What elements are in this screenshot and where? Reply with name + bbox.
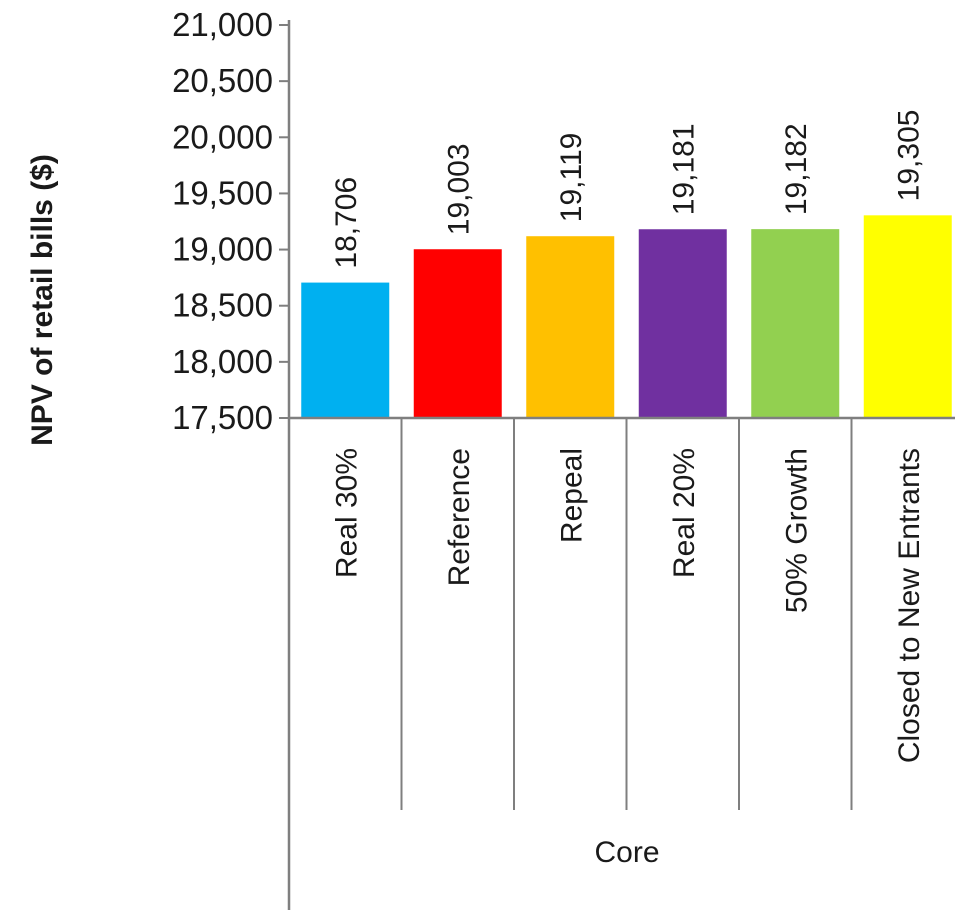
bar [413,249,502,418]
y-tick-label: 20,500 [172,62,273,99]
bar-value-label: 19,305 [893,110,926,202]
y-tick-label: 17,500 [172,399,273,436]
y-tick-label: 19,500 [172,174,273,211]
category-label: Closed to New Entrants [893,448,926,763]
bar [751,229,840,418]
y-axis-ticks: 17,500 18,000 18,500 19,000 19,500 20,000 20,5… [172,6,289,436]
y-tick-label: 21,000 [172,6,273,43]
y-tick-label: 20,000 [172,118,273,155]
bar [301,282,390,418]
y-tick-label: 18,500 [172,287,273,324]
group-label: Core [594,836,659,869]
bar-value-label: 19,119 [555,133,588,223]
bar [863,215,952,418]
category-label: Real 20% [668,448,701,578]
y-tick-label: 19,000 [172,231,273,268]
category-label: 50% Growth [780,448,813,613]
y-axis-title: NPV of retail bills ($) [26,154,59,446]
y-tick-label: 18,000 [172,343,273,380]
category-label: Reference [443,448,476,586]
bar-value-label: 18,706 [330,177,363,269]
bar [638,229,727,418]
category-label: Real 30% [330,448,363,578]
axes [287,20,955,910]
bar-value-label: 19,182 [780,123,813,215]
bars [301,215,952,418]
bar [526,236,615,418]
bar-value-label: 19,003 [443,143,476,235]
category-label: Repeal [555,448,588,543]
bar-value-label: 19,181 [668,123,701,215]
category-labels: Real 30% Reference Repeal Real 20% 50% Growt… [330,448,926,763]
bar-value-labels: 18,706 19,003 19,119 19,181 19,182 19,305 [330,110,926,269]
